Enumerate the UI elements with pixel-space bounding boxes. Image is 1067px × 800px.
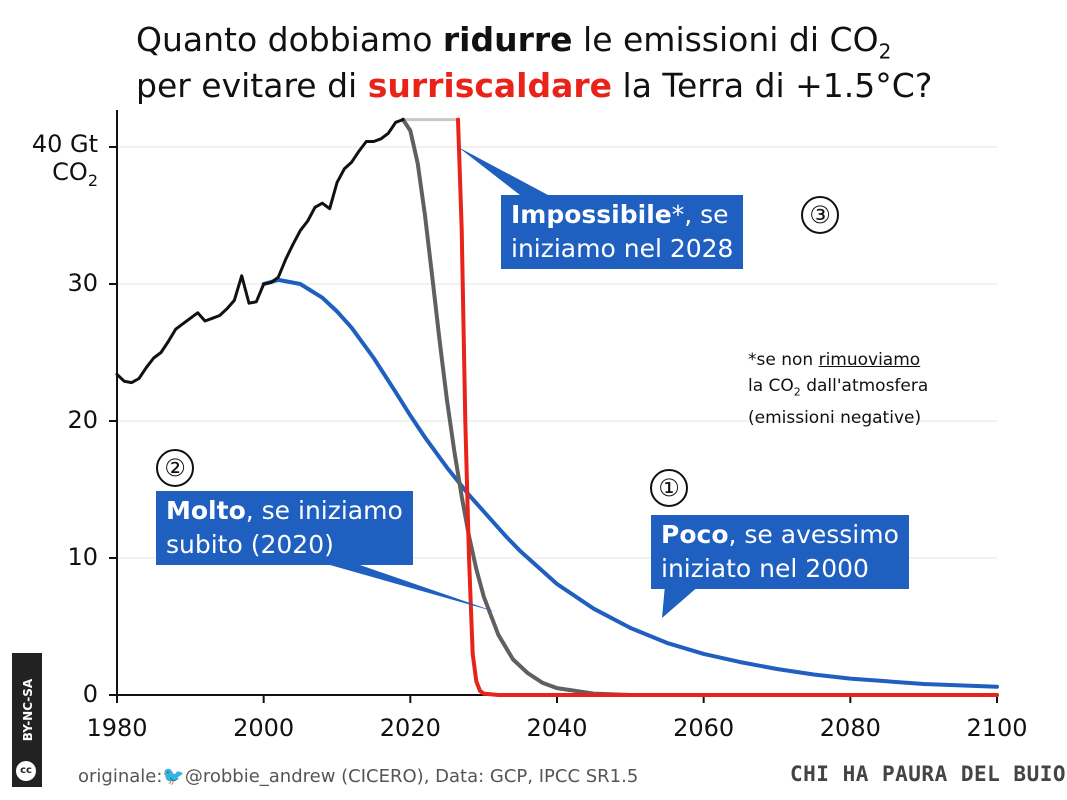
cc-icon: cc	[16, 761, 36, 781]
callout-poco: Poco, se avessimo iniziato nel 2000	[651, 515, 909, 589]
pointer-poco	[662, 585, 700, 618]
badge-2: ②	[156, 449, 194, 487]
callout-text: subito (2020)	[166, 530, 334, 559]
callout-impossibile: Impossibile*, se iniziamo nel 2028	[501, 195, 744, 269]
series-line-start_2028	[456, 117, 999, 697]
source-credit: originale:🐦@robbie_andrew (CICERO), Data…	[78, 766, 639, 787]
x-tick-label-2000: 2000	[233, 714, 295, 742]
title-bold-word: ridurre	[442, 20, 573, 59]
callout-bold: Impossibile	[511, 200, 672, 229]
title-text: Quanto dobbiamo	[136, 20, 443, 59]
pointer-molto	[330, 565, 496, 612]
y-unit-line-1: 40 Gt	[31, 130, 98, 158]
y-unit-line-2: CO	[52, 158, 88, 186]
title-text: le emissioni di CO	[572, 20, 879, 59]
note-subscript: 2	[793, 385, 801, 399]
x-tick-label-2020: 2020	[379, 714, 441, 742]
cc-license-badge: BY-NC-SA cc	[12, 653, 42, 787]
footnote-negative-emissions: *se non rimuoviamo la CO2 dall'atmosfera…	[748, 347, 928, 431]
license-text: BY-NC-SA	[21, 678, 35, 742]
series-lines	[115, 117, 999, 697]
title-red-word: surriscaldare	[367, 66, 613, 105]
title-subscript: 2	[878, 39, 892, 64]
callout-text: , se iniziamo	[245, 496, 403, 525]
x-tick-label-2100: 2100	[966, 714, 1028, 742]
y-tick-label-0: 0	[82, 680, 98, 708]
y-unit-subscript: 2	[87, 170, 98, 190]
series-line-historical	[115, 118, 405, 385]
callout-text: iniziamo nel 2028	[511, 234, 734, 263]
chart-title-line-1: Quanto dobbiamo ridurre le emissioni di …	[136, 20, 891, 64]
x-tick-label-2040: 2040	[526, 714, 588, 742]
y-tick-label-30: 30	[67, 269, 98, 297]
note-underlined: rimuoviamo	[818, 350, 921, 370]
callout-text: *, se	[671, 200, 729, 229]
title-text: la Terra di +1.5°C?	[612, 66, 933, 105]
note-text: *se non	[748, 350, 819, 370]
chart-title-line-2: per evitare di surriscaldare la Terra di…	[136, 66, 932, 105]
y-axis-unit-label: 40 Gt CO2	[18, 130, 98, 195]
callout-text: , se avessimo	[728, 520, 899, 549]
callout-text: iniziato nel 2000	[661, 554, 869, 583]
series-line-start_2020	[401, 117, 999, 697]
x-tick-label-1980: 1980	[86, 714, 148, 742]
callout-pointers	[330, 147, 700, 618]
badge-3: ③	[801, 196, 839, 234]
callout-bold: Poco	[661, 520, 729, 549]
title-text: per evitare di	[136, 66, 368, 105]
brand-watermark: CHI HA PAURA DEL BUIO?	[790, 762, 1067, 786]
badge-1: ①	[650, 469, 688, 507]
series-line-start_2000	[261, 277, 999, 689]
pointer-impossibile	[458, 147, 548, 195]
callout-molto: Molto, se iniziamo subito (2020)	[156, 491, 413, 565]
callout-bold: Molto	[166, 496, 246, 525]
note-text: dall'atmosfera	[800, 376, 929, 396]
x-tick-label-2080: 2080	[819, 714, 881, 742]
y-tick-label-10: 10	[67, 543, 98, 571]
y-tick-label-20: 20	[67, 406, 98, 434]
note-text: (emissioni negative)	[748, 408, 922, 429]
note-text: la CO	[748, 376, 794, 396]
x-tick-label-2060: 2060	[673, 714, 735, 742]
